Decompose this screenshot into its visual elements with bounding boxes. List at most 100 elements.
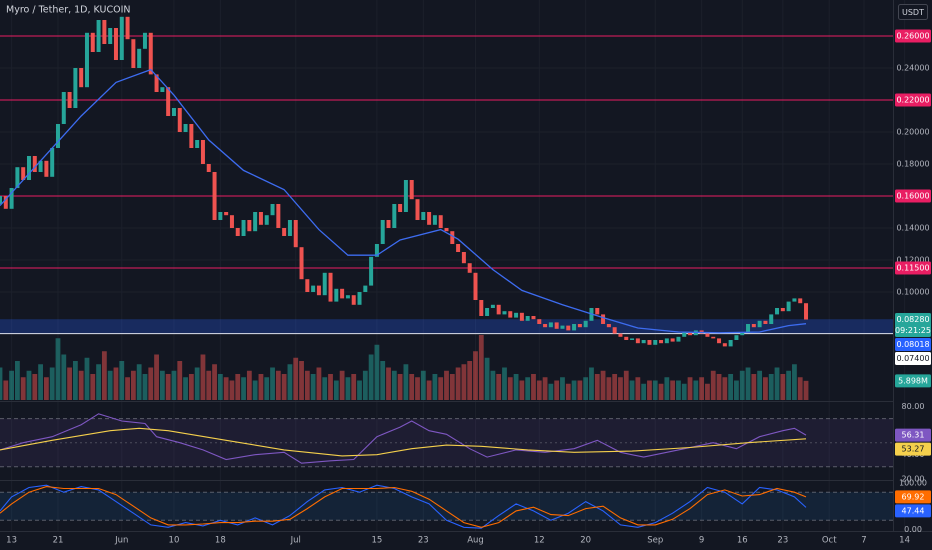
volume-bar bbox=[478, 335, 484, 400]
candle bbox=[224, 212, 229, 216]
price-tag-label: 09:21:25 bbox=[895, 326, 931, 335]
x-tick-label: 15 bbox=[372, 536, 383, 546]
volume-bar bbox=[101, 351, 107, 400]
candle bbox=[606, 324, 611, 328]
volume-bar bbox=[797, 377, 803, 400]
volume-bar bbox=[780, 374, 786, 400]
candle bbox=[351, 295, 356, 305]
candle bbox=[386, 220, 391, 228]
volume-bar bbox=[461, 364, 467, 400]
candle bbox=[641, 340, 646, 344]
candle bbox=[189, 124, 194, 148]
candle bbox=[775, 308, 780, 315]
volume-bar bbox=[716, 374, 722, 400]
y-tick-label: 0.20000 bbox=[896, 128, 929, 137]
volume-bar bbox=[148, 367, 154, 400]
candle bbox=[757, 320, 762, 328]
volume-bar bbox=[380, 361, 386, 400]
volume-bar bbox=[792, 364, 797, 400]
volume-bar bbox=[246, 370, 252, 400]
volume-bar bbox=[565, 383, 571, 400]
volume-bar bbox=[43, 377, 49, 400]
candle bbox=[334, 288, 339, 302]
moving-average bbox=[0, 68, 807, 334]
price-tag bbox=[895, 504, 931, 518]
candle bbox=[374, 244, 379, 257]
volume-bar bbox=[687, 377, 693, 400]
volume-bar bbox=[600, 370, 606, 400]
x-tick-label: 23 bbox=[777, 536, 788, 546]
candle bbox=[560, 325, 565, 329]
candle bbox=[450, 231, 455, 244]
candle bbox=[711, 336, 716, 339]
volume-bar bbox=[183, 377, 188, 400]
candle bbox=[769, 314, 774, 324]
candle bbox=[282, 228, 287, 236]
candle bbox=[218, 212, 223, 220]
candle bbox=[548, 322, 553, 328]
candle bbox=[212, 172, 217, 220]
candle bbox=[786, 301, 791, 312]
volume-bar bbox=[328, 374, 333, 400]
volume-bar bbox=[67, 367, 72, 400]
price-tag bbox=[895, 261, 931, 275]
volume-bar bbox=[670, 380, 676, 400]
volume-bar bbox=[652, 380, 658, 400]
candle bbox=[630, 338, 635, 340]
volume-bar bbox=[751, 374, 757, 400]
candle bbox=[166, 87, 171, 116]
candle bbox=[322, 272, 327, 296]
currency-label[interactable]: USDT bbox=[902, 8, 924, 17]
volume-bar bbox=[768, 374, 774, 400]
volume-bar bbox=[699, 377, 705, 400]
price-tag bbox=[895, 338, 931, 352]
candle bbox=[328, 272, 333, 302]
candle bbox=[479, 300, 484, 316]
volume-bar bbox=[705, 383, 710, 400]
volume-bar bbox=[525, 377, 531, 400]
volume-bar bbox=[420, 370, 426, 400]
candle bbox=[398, 204, 403, 212]
candle bbox=[195, 140, 200, 148]
volume-bar bbox=[32, 374, 38, 400]
volume-bar bbox=[542, 377, 548, 400]
candle bbox=[270, 204, 275, 216]
volume-bar bbox=[502, 367, 507, 400]
volume-bar bbox=[403, 364, 409, 400]
indicator-line bbox=[0, 427, 807, 457]
candle bbox=[601, 314, 606, 324]
volume-bar bbox=[188, 374, 194, 400]
x-tick-label: 14 bbox=[899, 536, 910, 546]
price-tag bbox=[895, 374, 931, 388]
volume-bar bbox=[281, 374, 287, 400]
volume-bar bbox=[252, 380, 258, 400]
x-tick-label: 21 bbox=[53, 536, 64, 546]
price-tag-label: 47.44 bbox=[902, 506, 925, 515]
candle bbox=[15, 167, 20, 188]
candle bbox=[160, 87, 165, 92]
price-tag bbox=[895, 93, 931, 107]
x-tick-label: 9 bbox=[699, 536, 704, 546]
volume-bar bbox=[519, 380, 525, 400]
volume-bar bbox=[473, 351, 478, 400]
candle bbox=[357, 292, 362, 305]
volume-bar bbox=[490, 370, 496, 400]
volume-bar bbox=[304, 370, 310, 400]
price-tag bbox=[895, 29, 931, 43]
candle bbox=[496, 304, 501, 315]
volume-bar bbox=[171, 370, 177, 400]
volume-bar bbox=[206, 370, 212, 400]
candle bbox=[177, 108, 182, 132]
candle bbox=[363, 285, 368, 292]
currency-button[interactable] bbox=[898, 4, 928, 20]
volume-bar bbox=[606, 377, 612, 400]
candle bbox=[102, 20, 107, 44]
candle bbox=[722, 343, 727, 347]
candle bbox=[258, 212, 263, 225]
volume-bar bbox=[734, 380, 739, 400]
candle bbox=[369, 256, 374, 286]
candle bbox=[473, 272, 478, 300]
candle bbox=[96, 20, 101, 52]
candle bbox=[624, 336, 629, 340]
candle bbox=[531, 316, 536, 320]
